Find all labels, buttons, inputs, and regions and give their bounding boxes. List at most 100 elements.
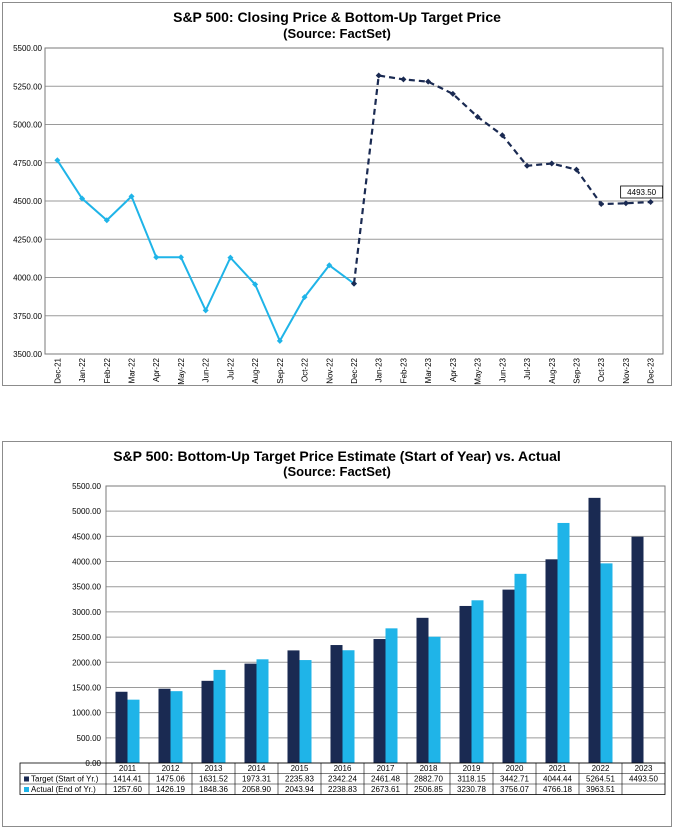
- y-tick-label: 4500.00: [72, 532, 101, 541]
- target-price-point: [647, 198, 654, 205]
- data-table-value: 2238.83: [328, 785, 357, 794]
- y-tick-label: 4250.00: [13, 235, 42, 244]
- x-tick-label: Aug-23: [548, 357, 557, 383]
- actual-bar: [256, 659, 269, 763]
- data-table-value: 1257.60: [113, 785, 142, 794]
- actual-bar: [514, 573, 527, 763]
- data-table-value: 4766.18: [543, 785, 572, 794]
- target-bar: [287, 650, 300, 763]
- closing-price-point: [301, 294, 308, 301]
- target-price-point: [598, 201, 605, 208]
- y-tick-label: 3500.00: [13, 350, 42, 359]
- y-tick-label: 2500.00: [72, 633, 101, 642]
- x-tick-label: May-23: [474, 357, 483, 384]
- data-table-value: 3963.51: [586, 785, 615, 794]
- data-table-value: 1475.06: [156, 775, 185, 784]
- target-bar: [244, 663, 257, 763]
- closing-price-line: [56, 159, 355, 344]
- category-label: 2011: [119, 764, 137, 773]
- x-tick-label: Jan-22: [78, 357, 87, 382]
- closing-price-point: [276, 337, 283, 344]
- target-price-point: [351, 280, 357, 287]
- data-table-value: 2506.85: [414, 785, 443, 794]
- closing-price-point: [103, 217, 110, 224]
- category-label: 2020: [506, 764, 524, 773]
- category-label: 2021: [549, 764, 567, 773]
- x-tick-label: Oct-23: [597, 357, 606, 382]
- target-price-line: [352, 74, 651, 284]
- data-table-value: 2043.94: [285, 785, 314, 794]
- data-table-value: 4493.50: [629, 775, 658, 784]
- y-tick-label: 5500.00: [72, 482, 101, 491]
- chart2-subtitle: (Source: FactSet): [283, 464, 391, 479]
- y-tick-label: 3000.00: [72, 608, 101, 617]
- closing-price-point: [153, 254, 160, 261]
- x-tick-label: Aug-22: [251, 357, 260, 383]
- actual-bar: [600, 563, 613, 763]
- target-bar: [459, 605, 472, 763]
- actual-bar: [471, 600, 484, 763]
- data-table-value: 3442.71: [500, 775, 529, 784]
- closing-price-point: [54, 157, 61, 164]
- y-tick-label: 5000.00: [72, 507, 101, 516]
- x-tick-label: Apr-22: [152, 357, 161, 382]
- data-table-value: 1414.41: [113, 775, 142, 784]
- annotation-box: [620, 185, 664, 199]
- category-label: 2014: [248, 764, 266, 773]
- data-table-value: 1426.19: [156, 785, 185, 794]
- target-bar: [416, 617, 429, 763]
- x-tick-label: Mar-23: [424, 357, 433, 383]
- actual-bar: [342, 650, 355, 763]
- y-tick-label: 4500.00: [13, 197, 42, 206]
- actual-bar: [557, 522, 570, 763]
- closing-price-point: [79, 195, 86, 202]
- category-label: 2013: [205, 764, 223, 773]
- x-tick-label: Nov-23: [622, 357, 631, 383]
- y-tick-label: 3500.00: [72, 583, 101, 592]
- y-tick-label: 4750.00: [13, 159, 42, 168]
- actual-bar: [385, 628, 398, 763]
- target-vs-actual-chart-panel: S&P 500: Bottom-Up Target Price Estimate…: [2, 441, 672, 827]
- x-tick-label: Mar-22: [128, 357, 137, 383]
- data-table-value: 4044.44: [543, 775, 572, 784]
- legend-swatch: [24, 787, 29, 792]
- data-table-value: 3118.15: [457, 775, 486, 784]
- target-bar: [330, 645, 343, 763]
- target-bar: [373, 639, 386, 763]
- target-price-point: [622, 200, 629, 207]
- target-bar: [201, 680, 214, 763]
- target-bar: [158, 688, 171, 763]
- closing-price-point: [202, 307, 209, 314]
- legend-label: Actual (End of Yr.): [31, 785, 96, 794]
- data-table-value: 1973.31: [242, 775, 271, 784]
- x-tick-label: Dec-22: [350, 357, 359, 383]
- x-tick-label: Jun-22: [202, 357, 211, 382]
- closing-price-line-chart: 3500.00 3750.00 4000.00 4250.00 4500.00 4750.…: [13, 44, 664, 385]
- data-table-value: 2058.90: [242, 785, 271, 794]
- data-table-value: 3230.78: [457, 785, 486, 794]
- closing-price-chart-panel: S&P 500: Closing Price & Bottom-Up Targe…: [2, 2, 672, 386]
- y-tick-label: 4000.00: [13, 274, 42, 283]
- x-tick-label: Jul-22: [226, 357, 235, 379]
- x-tick-label: Dec-21: [53, 357, 62, 383]
- category-label: 2012: [162, 764, 180, 773]
- target-price-point: [499, 132, 506, 139]
- target-bar: [545, 559, 558, 763]
- chart1-title: S&P 500: Closing Price & Bottom-Up Targe…: [173, 9, 501, 25]
- chart2-title: S&P 500: Bottom-Up Target Price Estimate…: [113, 448, 561, 464]
- actual-bar: [428, 636, 441, 763]
- closing-price-point: [252, 281, 259, 288]
- x-tick-label: Feb-22: [103, 357, 112, 383]
- target-price-point: [375, 72, 382, 79]
- x-tick-label: Feb-23: [399, 357, 408, 383]
- plot-area: [44, 47, 664, 355]
- target-vs-actual-bar-chart: 0.00 500.00 1000.00 1500.00 2000.00 2500.00 30…: [19, 482, 666, 795]
- data-table-value: 5264.51: [586, 775, 615, 784]
- target-price-point: [474, 113, 481, 120]
- data-table-value: 1631.52: [199, 775, 228, 784]
- x-tick-label: Dec-23: [647, 357, 656, 383]
- x-tick-label: Sep-22: [276, 357, 285, 383]
- chart1-subtitle: (Source: FactSet): [283, 26, 391, 41]
- closing-price-point: [326, 262, 333, 269]
- target-price-point: [400, 76, 407, 83]
